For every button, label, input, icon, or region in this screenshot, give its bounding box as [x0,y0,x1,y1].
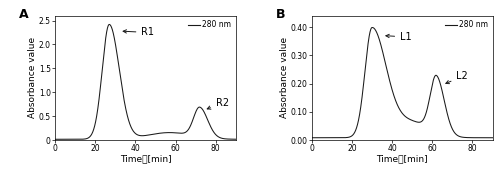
Legend: 280 nm: 280 nm [188,20,232,30]
Text: L2: L2 [446,71,468,84]
Text: A: A [19,8,28,21]
Text: L1: L1 [386,32,411,42]
Text: R1: R1 [123,27,154,37]
Text: B: B [276,8,285,21]
Text: R2: R2 [207,98,229,109]
Legend: 280 nm: 280 nm [444,20,488,30]
X-axis label: Time　[min]: Time [min] [376,155,428,164]
X-axis label: Time　[min]: Time [min] [120,155,171,164]
Y-axis label: Absorbance value: Absorbance value [280,37,289,118]
Y-axis label: Absorbance value: Absorbance value [28,37,38,118]
